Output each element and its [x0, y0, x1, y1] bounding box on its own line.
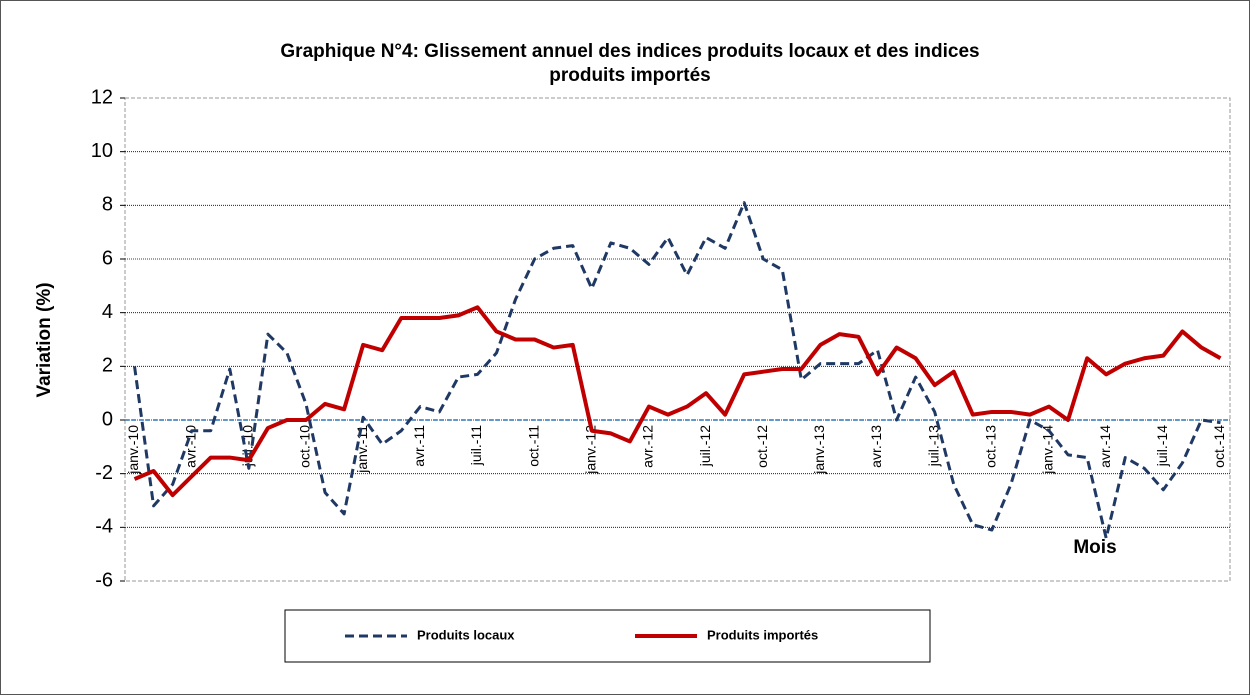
y-axis-label: Variation (%)	[34, 282, 55, 397]
x-tick-label: oct.-13	[983, 425, 999, 468]
x-tick-label: juil.-11	[468, 425, 484, 466]
x-tick-label: juil.-13	[925, 425, 941, 467]
line-series	[133, 305, 1222, 498]
legend-label: Produits importés	[707, 627, 818, 642]
x-tick-label: avr.-10	[182, 425, 198, 468]
y-tick-label: 6	[102, 247, 113, 269]
x-tick-label: janv.-13	[811, 425, 827, 475]
x-tick-label: janv.-14	[1040, 425, 1056, 475]
x-tick-label: avr.-11	[411, 425, 427, 467]
plot-area	[124, 97, 1231, 582]
x-tick-label: oct.-10	[297, 425, 313, 468]
y-tick-label: -2	[95, 462, 113, 484]
legend-label: Produits locaux	[417, 627, 515, 642]
y-tick-label: 8	[102, 194, 113, 216]
x-tick-label: oct.-14	[1211, 425, 1227, 468]
line-series	[133, 201, 1221, 540]
x-tick-label: janv.-10	[125, 425, 141, 475]
y-tick-label: 4	[102, 301, 113, 323]
x-tick-label: oct.-11	[525, 425, 541, 467]
x-tick-label: janv.-12	[582, 425, 598, 475]
y-tick-label: 10	[91, 140, 113, 162]
y-tick-label: 2	[102, 355, 113, 377]
y-tick-label: 12	[91, 86, 113, 108]
chart-title: produits importés	[549, 65, 711, 86]
x-tick-label: oct.-12	[754, 425, 770, 468]
y-tick-label: -4	[95, 516, 113, 538]
y-tick-label: 0	[102, 408, 113, 430]
chart-title: Graphique N°4: Glissement annuel des ind…	[280, 41, 979, 62]
x-tick-label: janv.-11	[354, 425, 370, 474]
x-tick-label: avr.-12	[640, 425, 656, 468]
x-axis-label: Mois	[1073, 537, 1116, 558]
x-tick-label: avr.-14	[1097, 425, 1113, 468]
x-tick-label: juil.-14	[1154, 425, 1170, 467]
y-tick-label: -6	[95, 569, 113, 591]
x-tick-label: juil.-12	[697, 425, 713, 467]
x-tick-label: avr.-13	[868, 425, 884, 468]
